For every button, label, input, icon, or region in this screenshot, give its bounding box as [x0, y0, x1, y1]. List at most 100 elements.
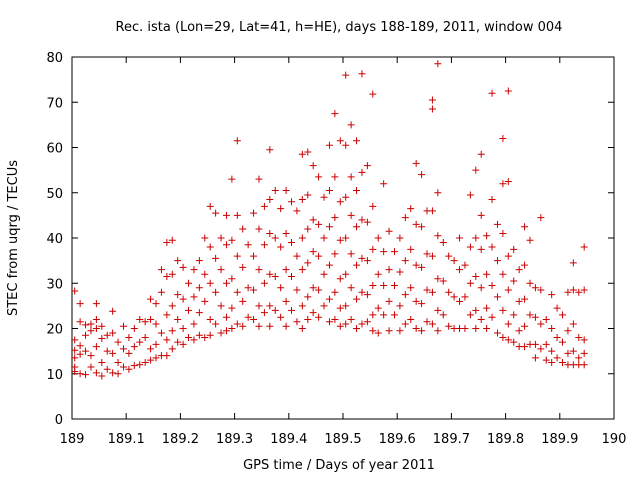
data-point: [347, 121, 355, 129]
data-point: [428, 105, 436, 113]
data-point: [179, 295, 187, 303]
data-point: [363, 257, 371, 265]
data-point: [374, 234, 382, 242]
data-point: [428, 207, 436, 215]
data-point: [195, 309, 203, 317]
data-point: [87, 327, 95, 335]
data-point: [304, 191, 312, 199]
data-point: [396, 268, 404, 276]
data-point: [271, 272, 279, 280]
data-point: [390, 248, 398, 256]
data-point: [515, 297, 523, 305]
data-point: [141, 318, 149, 326]
data-point: [472, 234, 480, 242]
y-tick-label: 0: [55, 413, 63, 428]
data-point: [228, 175, 236, 183]
data-point: [531, 284, 539, 292]
data-point: [401, 257, 409, 265]
data-point: [580, 349, 588, 357]
x-tick-label: 189.2: [162, 432, 199, 447]
data-point: [531, 354, 539, 362]
data-point: [201, 270, 209, 278]
data-point: [418, 327, 426, 335]
data-point: [380, 180, 388, 188]
data-point: [315, 252, 323, 260]
data-point: [147, 345, 155, 353]
data-point: [434, 327, 442, 335]
data-point: [396, 302, 404, 310]
data-point: [450, 293, 458, 301]
data-point: [206, 202, 214, 210]
data-point: [434, 306, 442, 314]
data-point: [92, 369, 100, 377]
x-tick-label: 189.6: [379, 432, 416, 447]
data-point: [369, 327, 377, 335]
data-point: [477, 245, 485, 253]
data-point: [542, 340, 550, 348]
data-point: [472, 306, 480, 314]
data-point: [575, 354, 583, 362]
data-point: [531, 340, 539, 348]
data-point: [428, 252, 436, 260]
data-point: [472, 272, 480, 280]
data-point: [315, 173, 323, 181]
data-point: [331, 288, 339, 296]
x-tick-label: 189.1: [108, 432, 145, 447]
data-point: [157, 288, 165, 296]
data-point: [163, 311, 171, 319]
data-point: [504, 320, 512, 328]
data-point: [548, 291, 556, 299]
data-point: [119, 322, 127, 330]
data-point: [222, 211, 230, 219]
data-point: [580, 286, 588, 294]
data-point: [347, 211, 355, 219]
data-point: [92, 325, 100, 332]
data-point: [222, 279, 230, 287]
data-point: [336, 275, 344, 283]
data-point: [369, 202, 377, 210]
data-point: [293, 286, 301, 294]
data-point: [553, 334, 561, 342]
data-point: [82, 347, 90, 355]
data-point: [401, 320, 409, 328]
data-point: [217, 234, 225, 242]
data-point: [277, 205, 285, 213]
data-point: [504, 336, 512, 344]
data-point: [336, 304, 344, 312]
data-point: [488, 313, 496, 321]
data-point: [217, 266, 225, 274]
data-point: [320, 234, 328, 242]
data-point: [466, 191, 474, 199]
data-point: [564, 349, 572, 357]
data-point: [510, 311, 518, 319]
data-point: [488, 196, 496, 204]
data-point: [434, 232, 442, 240]
data-point: [412, 159, 420, 167]
y-tick-label: 60: [46, 142, 63, 157]
data-point: [331, 110, 339, 118]
data-point: [222, 313, 230, 321]
data-point: [390, 282, 398, 290]
data-point: [266, 302, 274, 310]
chart-title: Rec. ista (Lon=29, Lat=41, h=HE), days 1…: [116, 20, 563, 35]
data-point: [125, 334, 133, 342]
data-point: [98, 358, 106, 366]
data-point: [569, 320, 577, 328]
data-point: [255, 225, 263, 233]
data-point: [228, 236, 236, 244]
data-point: [298, 266, 306, 274]
data-point: [293, 252, 301, 260]
data-point: [190, 336, 198, 344]
data-point: [114, 338, 122, 346]
data-point: [445, 322, 453, 330]
data-point: [358, 254, 366, 262]
data-point: [423, 286, 431, 294]
data-point: [250, 252, 258, 260]
data-point: [559, 311, 567, 319]
data-point: [466, 279, 474, 287]
data-point: [537, 286, 545, 294]
data-point: [315, 286, 323, 294]
data-point: [575, 288, 583, 296]
data-point: [336, 137, 344, 145]
data-point: [325, 141, 333, 149]
